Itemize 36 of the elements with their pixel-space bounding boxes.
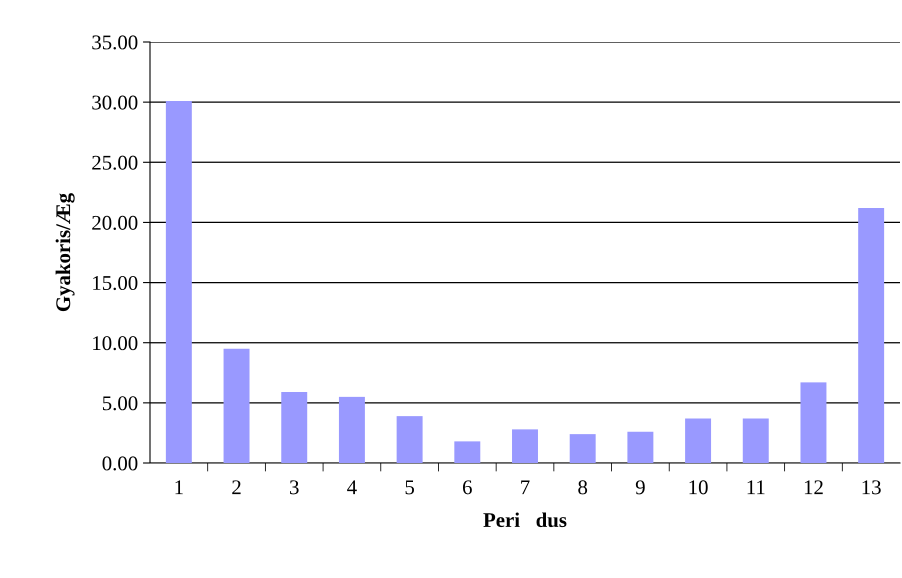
y-tick-label: 5.00 [102, 396, 138, 410]
bar [570, 434, 596, 463]
x-tick-label: 1 [175, 480, 183, 494]
x-tick-label: 10 [689, 480, 708, 494]
y-tick-label: 25.00 [92, 156, 138, 170]
x-tick-label: 7 [521, 480, 530, 494]
x-tick-label: 6 [462, 480, 472, 494]
bar [858, 208, 884, 463]
x-tick-label: 13 [862, 480, 881, 494]
bar [166, 100, 192, 463]
y-tick-label: 15.00 [93, 276, 138, 290]
bar [454, 441, 480, 463]
x-tick-label: 3 [290, 480, 299, 494]
x-tick-label: 11 [748, 480, 765, 494]
bar [512, 429, 538, 463]
y-tick-label: 30.00 [92, 96, 138, 110]
y-tick-label: 35.00 [92, 35, 138, 50]
y-tick-label: 20.00 [92, 216, 138, 230]
y-axis-title: Gyakoris/Æg [56, 193, 75, 312]
y-tick-label: 0.00 [102, 456, 138, 471]
bar [742, 418, 769, 463]
x-tick-label: 9 [636, 480, 645, 494]
bar [338, 396, 365, 463]
x-tick-label: 2 [232, 480, 241, 494]
x-axis-title: Peri dus [483, 512, 566, 528]
x-tick-label: 12 [804, 480, 823, 494]
bar [224, 348, 250, 463]
x-tick-label: 5 [406, 480, 414, 494]
bar [281, 392, 308, 463]
bar [627, 432, 654, 463]
bar [800, 382, 826, 463]
x-tick-label: 4 [347, 480, 357, 494]
bar [685, 418, 712, 463]
y-tick-label: 10.00 [93, 336, 138, 350]
bar [396, 416, 423, 463]
x-tick-label: 8 [578, 480, 588, 494]
